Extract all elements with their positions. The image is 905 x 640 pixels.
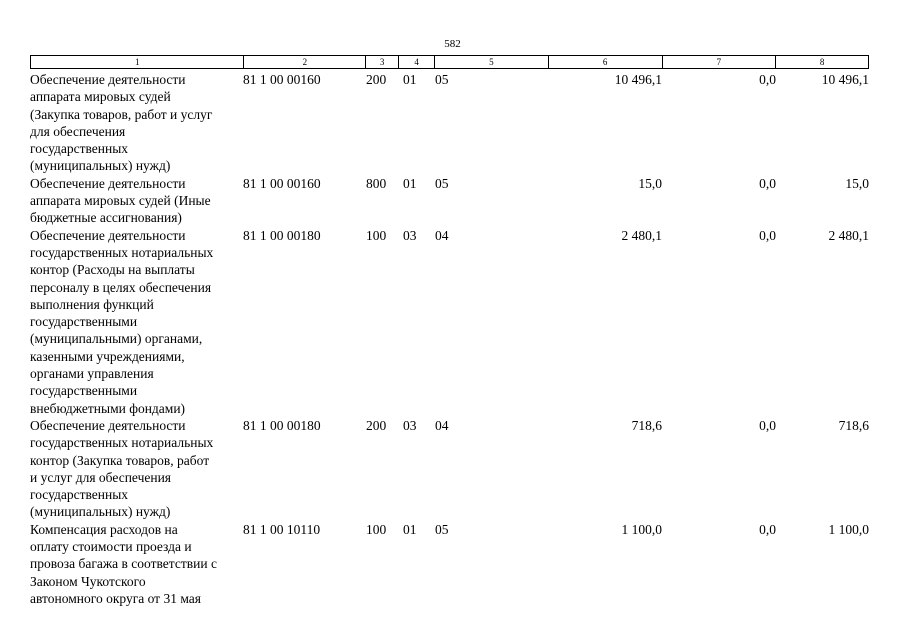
description-line: Обеспечение деятельности <box>30 72 186 87</box>
description-line: аппарата мировых судей (Иные <box>30 193 211 209</box>
code-cell: 03 <box>403 417 417 433</box>
code-cell: 04 <box>435 227 449 243</box>
header-cell: 2 <box>243 56 365 68</box>
description-line: Обеспечение деятельности <box>30 175 186 191</box>
header-cell: 3 <box>365 56 398 68</box>
amount-cell: 0,0 <box>759 227 776 243</box>
description-line: аппарата мировых судей <box>30 89 171 105</box>
description-line: Законом Чукотского <box>30 573 146 589</box>
code-cell: 81 1 00 00160 <box>243 175 321 191</box>
code-cell: 800 <box>366 175 387 191</box>
description-cell: Обеспечение деятельности государственных … <box>30 227 243 417</box>
description-line: и услуг для обеспечения <box>30 469 172 485</box>
code-cell: 05 <box>435 175 449 191</box>
amount-cell: 2 480,1 <box>621 227 663 243</box>
amount-cell: 0,0 <box>759 72 776 87</box>
description-line: (муниципальными) органами, <box>30 331 203 347</box>
description-line: Обеспечение деятельности <box>30 417 186 433</box>
header-cell: 8 <box>775 56 868 68</box>
description-line: (муниципальных) нужд) <box>30 158 171 174</box>
description-line: оплату стоимости проезда и <box>30 539 192 555</box>
description-line: государственных <box>30 141 129 157</box>
amount-cell: 0,0 <box>759 417 776 433</box>
code-cell: 81 1 00 00180 <box>243 417 321 433</box>
code-cell: 81 1 00 00160 <box>243 72 321 87</box>
description-line: провоза багажа в соответствии с <box>30 556 217 572</box>
description-line: (муниципальных) нужд) <box>30 504 171 520</box>
header-cell: 7 <box>661 56 776 68</box>
description-line: контор (Закупка товаров, работ <box>30 452 210 468</box>
code-cell: 04 <box>435 417 449 433</box>
amount-cell: 718,6 <box>838 417 869 433</box>
table-row: Обеспечение деятельности государственных … <box>30 227 869 417</box>
code-cell: 100 <box>366 227 387 243</box>
description-line: внебюджетными фондами) <box>30 400 186 416</box>
description-line: государственных нотариальных <box>30 435 214 451</box>
description-cell: Обеспечение деятельности аппарата мировых… <box>30 71 243 175</box>
amount-cell: 2 480,1 <box>828 227 870 243</box>
description-cell: Обеспечение деятельности государственных … <box>30 417 243 521</box>
header-cell: 1 <box>134 57 140 67</box>
code-cell: 81 1 00 10110 <box>243 521 321 537</box>
description-line: персоналу в целях обеспечения <box>30 279 212 295</box>
page-number: 582 <box>444 38 461 50</box>
amount-cell: 1 100,0 <box>621 521 663 537</box>
description-line: выполнения функций <box>30 296 154 312</box>
amount-cell: 0,0 <box>759 521 776 537</box>
description-line: казенными учреждениями, <box>30 348 185 364</box>
amount-cell: 10 496,1 <box>614 72 662 87</box>
amount-cell: 15,0 <box>845 175 869 191</box>
code-cell: 01 <box>403 72 417 87</box>
description-line: государственных <box>30 487 129 503</box>
header-cell: 4 <box>398 56 434 68</box>
amount-cell: 1 100,0 <box>828 521 870 537</box>
code-cell: 01 <box>403 521 417 537</box>
description-line: Обеспечение деятельности <box>30 227 186 243</box>
amount-cell: 0,0 <box>759 175 776 191</box>
amount-cell: 15,0 <box>638 175 662 191</box>
amount-cell: 718,6 <box>631 417 662 433</box>
table-row: Обеспечение деятельности аппарата мировых… <box>30 175 869 227</box>
header-cell: 6 <box>547 56 662 68</box>
table-row: Обеспечение деятельности государственных … <box>30 417 869 521</box>
description-line: государственных нотариальных <box>30 244 214 260</box>
code-cell: 01 <box>403 175 417 191</box>
description-line: государственными <box>30 383 138 399</box>
code-cell: 03 <box>403 227 417 243</box>
table-row: Обеспечение деятельности аппарата мировых… <box>30 71 869 175</box>
table-body: Обеспечение деятельности аппарата мировых… <box>30 71 869 607</box>
description-cell: Компенсация расходов на оплату стоимости … <box>30 521 243 607</box>
description-line: органами управления <box>30 366 154 382</box>
code-cell: 200 <box>366 72 387 87</box>
description-line: для обеспечения <box>30 123 126 139</box>
description-line: бюджетные ассигнования) <box>30 210 182 226</box>
description-line: Компенсация расходов на <box>30 521 178 537</box>
description-line: автономного округа от 31 мая <box>30 590 201 606</box>
table-row: Компенсация расходов на оплату стоимости … <box>30 521 869 607</box>
header-cell: 5 <box>434 56 548 68</box>
description-line: (Закупка товаров, работ и услуг <box>30 106 213 122</box>
code-cell: 05 <box>435 521 449 537</box>
description-line: государственными <box>30 314 138 330</box>
code-cell: 200 <box>366 417 387 433</box>
code-cell: 05 <box>435 72 449 87</box>
code-cell: 81 1 00 00180 <box>243 227 321 243</box>
description-cell: Обеспечение деятельности аппарата мировых… <box>30 175 243 227</box>
code-cell: 100 <box>366 521 387 537</box>
amount-cell: 10 496,1 <box>821 72 869 87</box>
description-line: контор (Расходы на выплаты <box>30 262 195 278</box>
